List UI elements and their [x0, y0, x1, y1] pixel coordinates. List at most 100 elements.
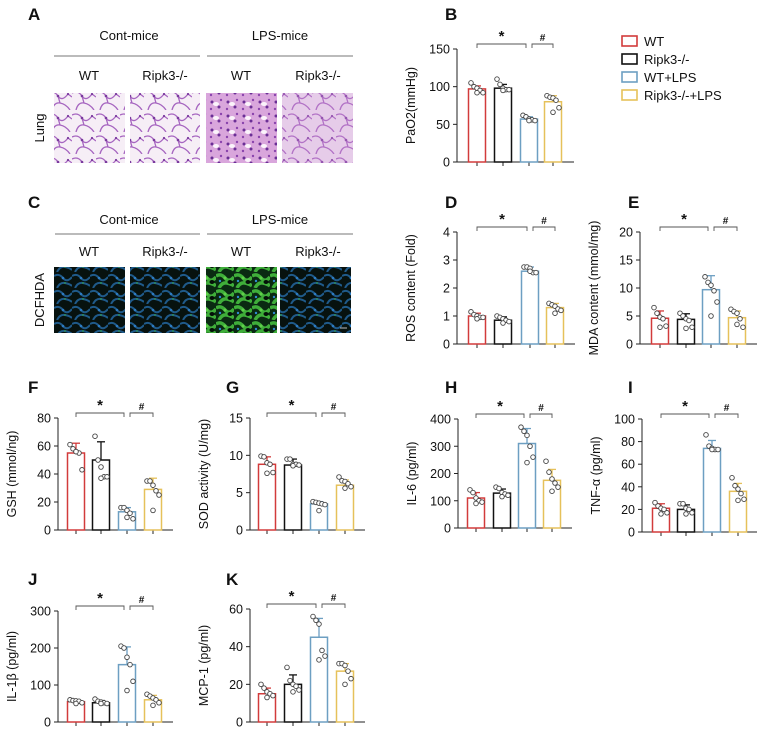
data-point — [735, 486, 741, 492]
y-tick-label: 20 — [619, 226, 633, 240]
group-header-cont: Cont-mice — [99, 212, 158, 227]
y-tick-label: 0 — [236, 524, 243, 538]
data-point — [470, 489, 476, 496]
group-header-lps: LPS-mice — [252, 212, 308, 227]
data-point — [473, 500, 479, 507]
y-tick-label: 0 — [443, 338, 450, 352]
chart-d: D 0 1 2 3 4 ROS content (Fold) * # — [404, 193, 575, 352]
data-point — [98, 475, 104, 481]
fluorescence-wt-cont — [54, 267, 125, 333]
y-axis-label: IL-1β (pg/ml) — [5, 631, 19, 702]
fluorescence-ripk3-lps — [280, 267, 351, 333]
significance-mark: # — [538, 403, 544, 414]
y-tick-label: 15 — [229, 412, 243, 426]
significance-mark: * — [682, 398, 688, 415]
data-point — [130, 516, 136, 522]
data-point — [130, 678, 136, 685]
data-point — [686, 506, 692, 513]
data-point — [660, 316, 666, 322]
data-point — [689, 324, 695, 330]
data-point — [287, 456, 293, 462]
data-point — [474, 316, 480, 322]
data-point — [552, 310, 558, 316]
data-point — [546, 469, 552, 475]
data-point — [496, 485, 502, 492]
bar-ripk3- — [91, 459, 111, 531]
y-tick-label: 100 — [30, 679, 51, 693]
data-point — [261, 685, 267, 691]
significance-mark: # — [541, 216, 547, 227]
data-point — [348, 675, 354, 682]
data-point — [663, 323, 669, 329]
data-point — [92, 433, 98, 439]
data-point — [342, 681, 348, 688]
legend-label: Ripk3-/-+LPS — [644, 88, 722, 103]
bar-wt — [650, 317, 670, 345]
legend-label: Ripk3-/- — [644, 52, 690, 67]
y-tick-label: 60 — [229, 603, 243, 617]
chart-h: H 0 100 200 300 400 IL-6 (pg/ml) * # — [405, 378, 572, 536]
y-tick-label: 10 — [229, 449, 243, 463]
significance-mark: * — [499, 211, 505, 228]
data-point — [651, 304, 657, 311]
data-point — [549, 488, 555, 494]
y-axis-label: TNF-α (pg/ml) — [589, 436, 603, 514]
data-point — [313, 617, 319, 624]
legend-swatch — [621, 71, 638, 83]
significance-mark: * — [289, 397, 295, 414]
y-tick-label: 80 — [621, 435, 635, 449]
legend-swatch — [621, 35, 638, 47]
chart-k: K 0 20 40 60 MCP-1 (pg/ml) * # — [197, 570, 365, 730]
column-label-wt: WT — [231, 244, 251, 259]
column-label-ripk3: Ripk3-/- — [295, 244, 341, 259]
y-axis-label: IL-6 (pg/ml) — [405, 442, 419, 506]
y-tick-label: 20 — [37, 496, 51, 510]
micrograph-ripk3-cont — [130, 93, 200, 163]
y-tick-label: 0 — [236, 716, 243, 730]
data-point — [270, 469, 276, 476]
data-point — [150, 482, 156, 488]
data-point — [296, 687, 302, 693]
data-point — [521, 428, 527, 435]
data-point — [683, 511, 689, 517]
data-point — [322, 501, 328, 508]
data-point — [319, 647, 325, 654]
panel-label: F — [28, 378, 38, 397]
data-point — [532, 117, 538, 124]
bar-ripk3- — [676, 318, 696, 345]
chart-i: I 0 20 40 60 80 100 TNF-α (pg/ml) * # — [589, 378, 757, 540]
data-point — [702, 274, 708, 280]
data-point — [284, 664, 290, 671]
group-header-cont: Cont-mice — [99, 28, 158, 43]
data-point — [316, 621, 322, 627]
data-point — [127, 661, 133, 668]
y-tick-label: 0 — [626, 338, 633, 352]
y-tick-label: 0 — [44, 716, 51, 730]
y-tick-label: 400 — [430, 413, 451, 427]
data-point — [530, 454, 536, 460]
data-point — [287, 677, 293, 684]
data-point — [121, 645, 127, 651]
y-axis-label: SOD activity (U/mg) — [197, 419, 211, 529]
y-tick-label: 80 — [37, 412, 51, 426]
significance-mark: # — [139, 402, 145, 413]
data-point — [533, 269, 539, 276]
data-point — [738, 490, 744, 497]
y-tick-label: 0 — [628, 526, 635, 540]
data-point — [156, 492, 162, 498]
y-tick-label: 50 — [436, 118, 450, 132]
panel-label: J — [28, 570, 37, 589]
data-point — [714, 299, 720, 305]
data-point — [556, 105, 562, 111]
panel-label: H — [445, 378, 457, 397]
data-point — [708, 282, 714, 288]
chart-j: J 0 100 200 300 IL-1β (pg/ml) * # — [5, 570, 173, 730]
bar-wt-lps — [117, 663, 137, 723]
significance-bracket — [475, 413, 525, 418]
data-point — [98, 700, 104, 707]
significance-bracket — [659, 226, 709, 231]
data-point — [549, 476, 555, 482]
data-point — [316, 507, 322, 514]
column-label-wt: WT — [79, 244, 99, 259]
y-tick-label: 0 — [444, 522, 451, 536]
